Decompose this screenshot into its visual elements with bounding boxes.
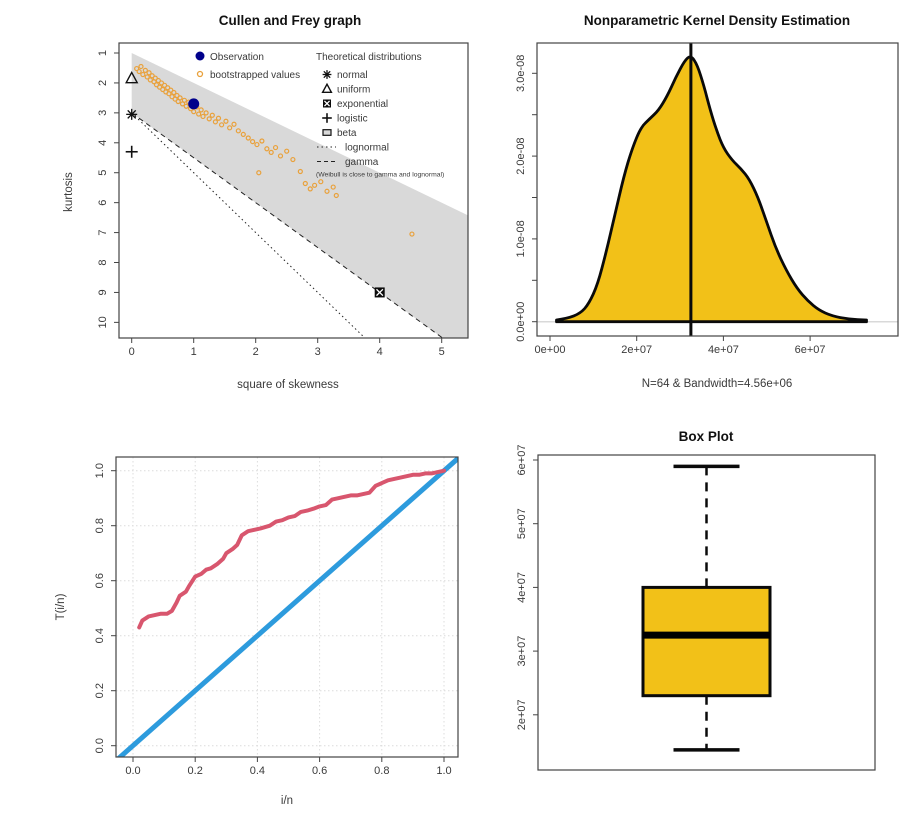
y-tick-label: 2: [97, 80, 109, 86]
exponential-square-icon: [323, 100, 331, 107]
box: [641, 585, 772, 698]
y-tick-label: 8: [97, 259, 109, 265]
x-tick-label: 1: [191, 346, 197, 358]
y-tick-label: 3: [97, 110, 109, 116]
gamma-line: [131, 112, 443, 339]
x-tick-label: 1.0: [436, 765, 451, 777]
y-tick-label: 4e+07: [516, 572, 528, 603]
kde-plot-area: 0e+00 2e+07 4e+07 6e+07 0.0e+00 1.0e-08 2.0e-0…: [515, 42, 899, 356]
panel-boxplot: Box Plot 2e+07 3e+07 4e+07 5e+07 6e+07: [480, 408, 921, 817]
boxplot-title: Box Plot: [679, 429, 734, 444]
ttt-curve: [137, 468, 446, 630]
legend: Observation bootstrapped values Theoretica…: [195, 51, 444, 179]
x-tick-label: 0e+00: [535, 344, 566, 356]
plot-frame: [537, 454, 876, 771]
y-tick-label: 0.0e+00: [515, 302, 527, 342]
kde-chart: Nonparametric Kernel Density Estimation …: [515, 13, 899, 390]
x-tick-label: 0.6: [312, 765, 327, 777]
plot-frame: [118, 42, 469, 339]
series-group: [116, 457, 458, 757]
legend-observation-label: Observation: [210, 52, 264, 63]
uniform-triangle-icon: [125, 70, 139, 84]
x-tick-label: 2: [253, 346, 259, 358]
kde-title: Nonparametric Kernel Density Estimation: [584, 13, 850, 28]
y-tick-label: 9: [97, 289, 109, 295]
y-tick-label: 3.0e-08: [515, 55, 527, 92]
y-tick-label: 5e+07: [516, 508, 528, 539]
y-tick-label: 10: [97, 316, 109, 328]
y-tick-label: 0.8: [94, 518, 106, 533]
y-tick-label: 4: [97, 140, 109, 146]
cullen-frey-plot-area: 0 1 2 3 4 5 1 2 3 4 5 6 7 8 9 10 Observation bootstrapped…: [97, 42, 469, 358]
bootstrap-legend-icon: [196, 70, 204, 78]
legend-item-label: lognormal: [345, 143, 389, 154]
legend-theoretical-header: Theoretical distributions: [316, 52, 422, 63]
y-tick-label: 0.0: [94, 738, 106, 753]
x-tick-label: 0.0: [125, 765, 140, 777]
legend-item-label: beta: [337, 128, 357, 139]
panel-cullen-frey: Cullen and Frey graph square of skewness…: [0, 0, 480, 408]
y-tick-label: 6e+07: [516, 445, 528, 476]
normal-star-icon: [127, 109, 137, 119]
legend-item-label: exponential: [337, 99, 388, 110]
x-tick-label: 5: [439, 346, 445, 358]
observation-point: [188, 98, 200, 110]
observation-legend-icon: [195, 51, 205, 61]
x-tick-label: 6e+07: [795, 344, 826, 356]
ttt-chart: i/n T(i/n) 0.0 0.2 0.4 0.6 0.8 1.00.00.20.40.…: [55, 456, 459, 807]
x-tick-label: 2e+07: [621, 344, 652, 356]
cullen-frey-ylabel: kurtosis: [63, 172, 75, 212]
panel-ttt: i/n T(i/n) 0.0 0.2 0.4 0.6 0.8 1.0 0.0 0.2 0.4 0.…: [0, 408, 480, 817]
plot-frame: [115, 456, 459, 758]
x-tick-label: 0.2: [188, 765, 203, 777]
x-tick-label: 0.4: [250, 765, 265, 777]
y-tick-label: 7: [97, 230, 109, 236]
y-tick-label: 1.0: [94, 463, 106, 478]
beta-square-icon: [322, 129, 332, 136]
cullen-frey-title: Cullen and Frey graph: [219, 13, 362, 28]
x-tick-label: 3: [315, 346, 321, 358]
y-tick-label: 0.6: [94, 573, 106, 588]
boxplot-chart: Box Plot 2e+07 3e+07 4e+07 5e+07 6e+07: [516, 429, 876, 771]
x-tick-label: 0: [129, 346, 135, 358]
legend-item-label: uniform: [337, 85, 370, 96]
panel-kde: Nonparametric Kernel Density Estimation …: [480, 0, 921, 408]
y-tick-label: 1: [97, 50, 109, 56]
ttt-plot-area: 0.0 0.2 0.4 0.6 0.8 1.0 0.0 0.2 0.4 0.6 0.8 1.0: [94, 456, 459, 777]
y-tick-label: 0.2: [94, 683, 106, 698]
y-tick-label: 6: [97, 200, 109, 206]
boxplot-plot-area: 2e+07 3e+07 4e+07 5e+07 6e+07: [516, 445, 876, 771]
x-tick-label: 4e+07: [708, 344, 739, 356]
ttt-ylabel: T(i/n): [55, 593, 67, 620]
y-tick-label: 2.0e-08: [515, 137, 527, 174]
legend-item-label: gamma: [345, 157, 379, 168]
cullen-frey-chart: Cullen and Frey graph square of skewness…: [63, 13, 469, 391]
beta-region: [131, 53, 468, 338]
legend-note: (Weibull is close to gamma and lognormal…: [316, 172, 444, 179]
density-curve: [555, 55, 868, 324]
bootstrap-points: [134, 63, 415, 237]
x-tick-label: 0.8: [374, 765, 389, 777]
diagonal-reference-line: [116, 457, 458, 757]
legend-bootstrap-label: bootstrapped values: [210, 70, 300, 81]
plot-frame: [536, 42, 899, 337]
y-tick-label: 0.4: [94, 628, 106, 643]
normal-star-icon: [323, 70, 331, 79]
y-tick-label: 3e+07: [516, 636, 528, 667]
lognormal-line: [131, 112, 366, 339]
y-tick-label: 1.0e-08: [515, 220, 527, 257]
ttt-xlabel: i/n: [281, 795, 293, 807]
exponential-square-icon: [376, 288, 384, 297]
y-tick-label: 5: [97, 170, 109, 176]
x-tick-label: 4: [377, 346, 383, 358]
uniform-triangle-icon: [321, 82, 333, 94]
kde-xlabel: N=64 & Bandwidth=4.56e+06: [642, 378, 793, 390]
cullen-frey-xlabel: square of skewness: [237, 379, 339, 391]
y-tick-label: 2e+07: [516, 699, 528, 730]
legend-item-label: normal: [337, 70, 368, 81]
legend-item-label: logistic: [337, 114, 368, 125]
